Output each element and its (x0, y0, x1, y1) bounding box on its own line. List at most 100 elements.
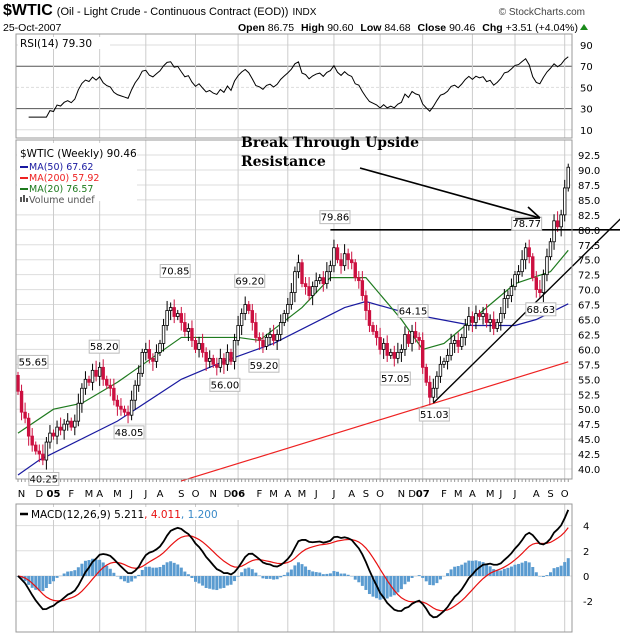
candle-body (445, 354, 450, 362)
annotation-line-2: Resistance (241, 154, 326, 170)
macd-histogram-bar (311, 571, 315, 576)
x-tick-label: J (331, 489, 335, 500)
candle-body (247, 304, 251, 311)
candle (222, 353, 226, 374)
macd-histogram-bar (66, 571, 70, 576)
macd-histogram-bar (456, 566, 460, 576)
candle-body (172, 307, 176, 317)
macd-histogram-bar (527, 562, 531, 576)
x-tick-label: J (129, 489, 133, 500)
y-tick-label: 65.0 (578, 316, 600, 327)
candle (197, 336, 201, 358)
candle (115, 395, 120, 416)
candle (318, 274, 322, 285)
candle (513, 271, 517, 291)
macd-histogram-bar (382, 576, 386, 599)
macd-histogram-bar (502, 568, 506, 576)
y-tick-label: 40.0 (578, 465, 600, 476)
macd-histogram-bar (520, 562, 524, 576)
candle (289, 283, 294, 310)
macd-histogram-bar (204, 576, 208, 588)
candle (531, 253, 535, 282)
macd-histogram-bar (513, 564, 517, 576)
y-tick-label: 90.0 (578, 166, 600, 177)
candle (80, 383, 84, 413)
macd-histogram-bar (307, 569, 311, 576)
candle (55, 420, 59, 445)
candle-body (534, 277, 538, 291)
candle (523, 242, 528, 270)
candle-body (243, 304, 247, 314)
candle-body (90, 369, 95, 383)
candle (435, 371, 439, 398)
candle-body (481, 313, 485, 317)
macd-histogram-bar (126, 576, 130, 583)
candle (310, 281, 315, 306)
macd-histogram-bar (194, 576, 197, 582)
candle-body (51, 432, 56, 437)
candle-body (303, 283, 308, 288)
candle (449, 333, 453, 361)
y-tick-label: 57.5 (578, 360, 600, 371)
candle-body (83, 378, 88, 389)
candle (339, 253, 343, 274)
macd-histogram-bar (215, 576, 219, 591)
candle-body (236, 325, 240, 341)
macd-histogram-bar (37, 576, 41, 591)
candle-body (438, 363, 443, 377)
candle (282, 309, 286, 327)
candle-body (211, 357, 215, 365)
candle-body (73, 420, 77, 428)
candle-body (346, 253, 350, 261)
x-tick-label: M (113, 489, 122, 500)
candle-body (559, 214, 563, 228)
macd-histogram-bar (222, 576, 226, 588)
candle (41, 444, 45, 466)
candle-body (30, 435, 34, 446)
candle-body (286, 304, 290, 314)
candle-body (222, 357, 226, 365)
candle (406, 330, 411, 348)
candle (396, 342, 400, 364)
macd-histogram-bar (492, 569, 496, 576)
candle (147, 339, 152, 364)
macd-histogram-bar (91, 558, 95, 576)
candle (211, 354, 215, 368)
candle-body (200, 343, 205, 353)
x-tick-label: F (68, 489, 74, 500)
candle (431, 378, 436, 403)
price-label: 78.77 (512, 219, 541, 230)
macd-histogram-bar (34, 576, 38, 590)
x-tick-label: J (498, 489, 502, 500)
candle (325, 262, 329, 289)
macd-histogram-bar (158, 566, 162, 576)
macd-histogram-bar (304, 566, 308, 576)
price-label: 48.05 (115, 428, 144, 439)
candle-body (541, 274, 546, 293)
x-tick-label: D (224, 489, 232, 500)
macd-histogram-bar (211, 576, 215, 590)
price-label-box (397, 304, 429, 319)
price-label: 59.20 (250, 361, 279, 372)
candle-body (474, 313, 478, 323)
macd-histogram-bar (453, 566, 457, 576)
price-label: 57.05 (381, 374, 410, 385)
candle-body (229, 351, 233, 362)
candle (420, 332, 425, 374)
candle-body (87, 378, 91, 383)
candle (236, 315, 240, 346)
macd-histogram-bar (314, 572, 318, 576)
macd-histogram-bar (183, 571, 187, 576)
macd-histogram-bar (30, 576, 34, 588)
candle (254, 312, 258, 343)
candle (360, 271, 365, 301)
price-label-box (159, 264, 191, 279)
candle (90, 363, 95, 391)
candle (555, 211, 560, 232)
macd-histogram-bar (517, 563, 521, 576)
macd-histogram-bar (364, 576, 368, 590)
macd-histogram-bar (137, 574, 141, 576)
candle-body (555, 220, 560, 228)
price-label-box (17, 354, 49, 369)
